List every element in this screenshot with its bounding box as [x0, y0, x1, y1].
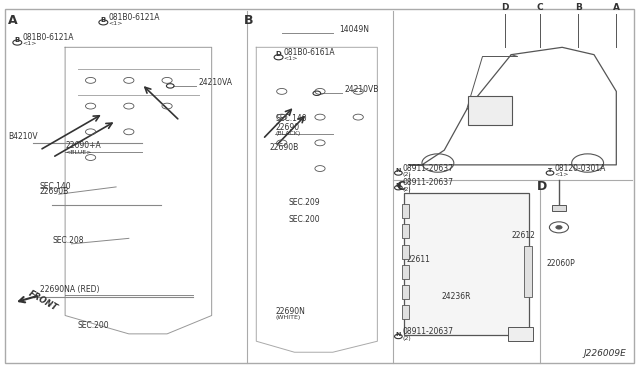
Text: <1>: <1> [22, 41, 36, 46]
FancyBboxPatch shape [508, 327, 534, 341]
Text: 08911-20637: 08911-20637 [403, 327, 454, 336]
Text: 08911-20637: 08911-20637 [403, 179, 454, 187]
Text: (2): (2) [403, 172, 412, 177]
Text: T: T [547, 168, 551, 173]
Text: B: B [244, 14, 253, 27]
Text: 22690B: 22690B [269, 143, 298, 152]
FancyBboxPatch shape [401, 305, 409, 319]
Text: <1>: <1> [108, 21, 123, 26]
Text: J226009E: J226009E [583, 349, 626, 358]
Text: 22690+A: 22690+A [65, 141, 101, 150]
Text: 24210VA: 24210VA [199, 78, 233, 87]
Text: 081B0-6121A: 081B0-6121A [22, 33, 74, 42]
Text: 08911-20637: 08911-20637 [403, 164, 454, 173]
Text: <1>: <1> [554, 172, 569, 177]
Text: D: D [501, 3, 509, 12]
Text: 22690N: 22690N [275, 307, 305, 316]
Text: 22611: 22611 [406, 255, 430, 264]
FancyBboxPatch shape [404, 193, 529, 335]
FancyBboxPatch shape [524, 246, 532, 297]
FancyBboxPatch shape [401, 265, 409, 279]
Text: B4210V: B4210V [8, 132, 37, 141]
Text: B: B [575, 3, 582, 12]
Text: <BLUE>: <BLUE> [65, 150, 92, 155]
Text: B: B [14, 37, 19, 43]
FancyBboxPatch shape [552, 205, 566, 211]
Text: <1>: <1> [284, 56, 298, 61]
Text: SEC.140: SEC.140 [275, 114, 307, 123]
Text: 081B0-6161A: 081B0-6161A [284, 48, 335, 57]
Text: A: A [613, 3, 620, 12]
Text: N: N [396, 183, 401, 188]
Text: 22690: 22690 [275, 123, 300, 132]
Text: (2): (2) [403, 336, 412, 341]
Text: FRONT: FRONT [27, 289, 59, 313]
Text: 22690NA (RED): 22690NA (RED) [40, 285, 99, 294]
Text: 24236R: 24236R [441, 292, 470, 301]
FancyBboxPatch shape [401, 285, 409, 299]
Circle shape [556, 225, 562, 229]
Text: SEC.208: SEC.208 [52, 236, 84, 245]
Text: (2): (2) [403, 187, 412, 192]
FancyBboxPatch shape [401, 224, 409, 238]
Text: A: A [8, 14, 17, 27]
FancyBboxPatch shape [401, 204, 409, 218]
Text: SEC.200: SEC.200 [288, 215, 320, 224]
Text: SEC.140: SEC.140 [40, 182, 71, 191]
Text: C: C [536, 3, 543, 12]
Text: N: N [396, 332, 401, 337]
Text: 22612: 22612 [511, 231, 535, 240]
FancyBboxPatch shape [401, 245, 409, 259]
Text: 08120-0301A: 08120-0301A [554, 164, 606, 173]
Text: B: B [100, 17, 106, 23]
Text: 24210VB: 24210VB [344, 85, 379, 94]
Text: N: N [396, 168, 401, 173]
Text: 081B0-6121A: 081B0-6121A [108, 13, 160, 22]
Text: 22060P: 22060P [547, 259, 575, 268]
Text: D: D [537, 180, 547, 193]
FancyBboxPatch shape [468, 96, 513, 125]
Text: D: D [275, 51, 281, 58]
Text: SEC.200: SEC.200 [78, 321, 109, 330]
Text: C: C [396, 180, 406, 193]
Text: 14049N: 14049N [339, 25, 369, 34]
Text: (WHITE): (WHITE) [275, 315, 301, 320]
Text: (BLACK): (BLACK) [275, 131, 301, 137]
Text: 22690B: 22690B [40, 187, 69, 196]
Text: SEC.209: SEC.209 [288, 198, 320, 207]
